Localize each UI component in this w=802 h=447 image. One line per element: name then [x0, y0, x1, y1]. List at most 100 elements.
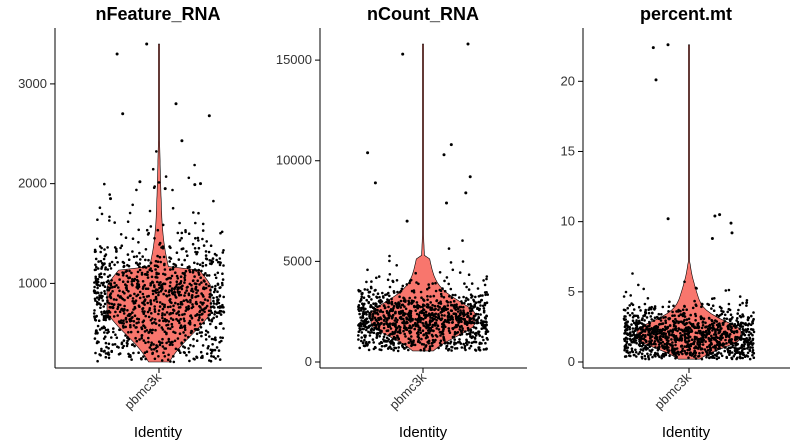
data-point	[360, 306, 363, 310]
data-point	[455, 347, 459, 350]
data-point	[166, 358, 170, 362]
data-point	[157, 272, 160, 276]
data-point	[729, 328, 733, 332]
data-point	[382, 326, 386, 330]
data-point	[103, 182, 106, 186]
data-point	[473, 321, 476, 325]
data-point	[183, 319, 186, 323]
data-point	[397, 302, 400, 306]
data-point	[157, 309, 161, 312]
data-point	[149, 343, 153, 347]
data-point	[404, 328, 407, 331]
data-point	[749, 340, 753, 344]
data-point	[131, 299, 134, 303]
data-point	[644, 328, 648, 331]
data-point	[650, 318, 653, 321]
data-point	[118, 289, 121, 293]
data-point	[726, 333, 729, 336]
data-point	[399, 299, 403, 303]
data-point	[96, 359, 99, 363]
data-point	[150, 275, 154, 279]
data-point	[197, 273, 201, 276]
data-point	[195, 356, 199, 359]
data-point	[718, 337, 722, 341]
data-point	[133, 314, 137, 318]
data-point	[172, 355, 175, 358]
data-point	[664, 346, 668, 350]
data-point	[415, 301, 419, 304]
data-point	[482, 310, 486, 314]
data-point	[382, 335, 386, 339]
outlier-point	[713, 214, 717, 218]
data-point	[360, 297, 363, 301]
data-point	[221, 303, 224, 307]
data-point	[706, 345, 709, 349]
data-point	[380, 344, 384, 348]
data-point	[720, 327, 723, 330]
data-point	[428, 345, 432, 348]
data-point	[207, 274, 211, 277]
data-point	[210, 337, 214, 341]
data-point	[392, 304, 396, 308]
data-point	[712, 309, 716, 313]
data-point	[374, 288, 377, 292]
data-point	[196, 279, 199, 283]
data-point	[434, 315, 438, 319]
data-point	[708, 344, 711, 347]
data-point	[443, 289, 447, 293]
data-point	[147, 258, 150, 262]
data-point	[658, 331, 661, 335]
data-point	[710, 318, 713, 322]
data-point	[201, 261, 205, 265]
data-point	[396, 306, 400, 310]
data-point	[752, 356, 756, 360]
data-point	[110, 336, 113, 339]
data-point	[712, 336, 715, 340]
data-point	[185, 289, 188, 292]
data-point	[396, 290, 399, 294]
data-point	[359, 309, 363, 312]
data-point	[210, 354, 213, 358]
data-point	[408, 296, 412, 300]
data-point	[421, 329, 425, 333]
data-point	[441, 287, 444, 290]
data-point	[108, 274, 112, 277]
data-point	[152, 299, 156, 302]
data-point	[737, 347, 741, 350]
data-point	[167, 320, 171, 323]
data-point	[660, 313, 663, 316]
data-point	[673, 314, 676, 317]
data-point	[96, 237, 99, 241]
data-point	[409, 310, 413, 313]
data-point	[103, 248, 106, 251]
data-point	[216, 283, 220, 286]
data-point	[149, 282, 152, 285]
data-point	[465, 332, 469, 336]
data-point	[668, 300, 671, 304]
data-point	[690, 324, 694, 327]
outlier-point	[464, 191, 468, 195]
data-point	[93, 268, 97, 272]
data-point	[197, 268, 201, 272]
data-point	[398, 328, 402, 332]
data-point	[484, 293, 487, 297]
data-point	[189, 300, 192, 304]
data-point	[367, 300, 371, 304]
data-point	[380, 321, 383, 325]
data-point	[449, 287, 453, 291]
data-point	[467, 332, 471, 336]
data-point	[700, 357, 704, 361]
data-point	[187, 176, 191, 180]
data-point	[169, 327, 172, 331]
data-point	[170, 274, 174, 278]
outlier-point	[666, 217, 670, 221]
data-point	[697, 326, 700, 330]
data-point	[150, 269, 154, 273]
data-point	[673, 349, 676, 352]
data-point	[207, 284, 211, 288]
data-point	[216, 271, 220, 275]
data-point	[409, 317, 413, 321]
data-point	[157, 293, 160, 297]
data-point	[172, 304, 175, 308]
data-point	[386, 340, 389, 343]
